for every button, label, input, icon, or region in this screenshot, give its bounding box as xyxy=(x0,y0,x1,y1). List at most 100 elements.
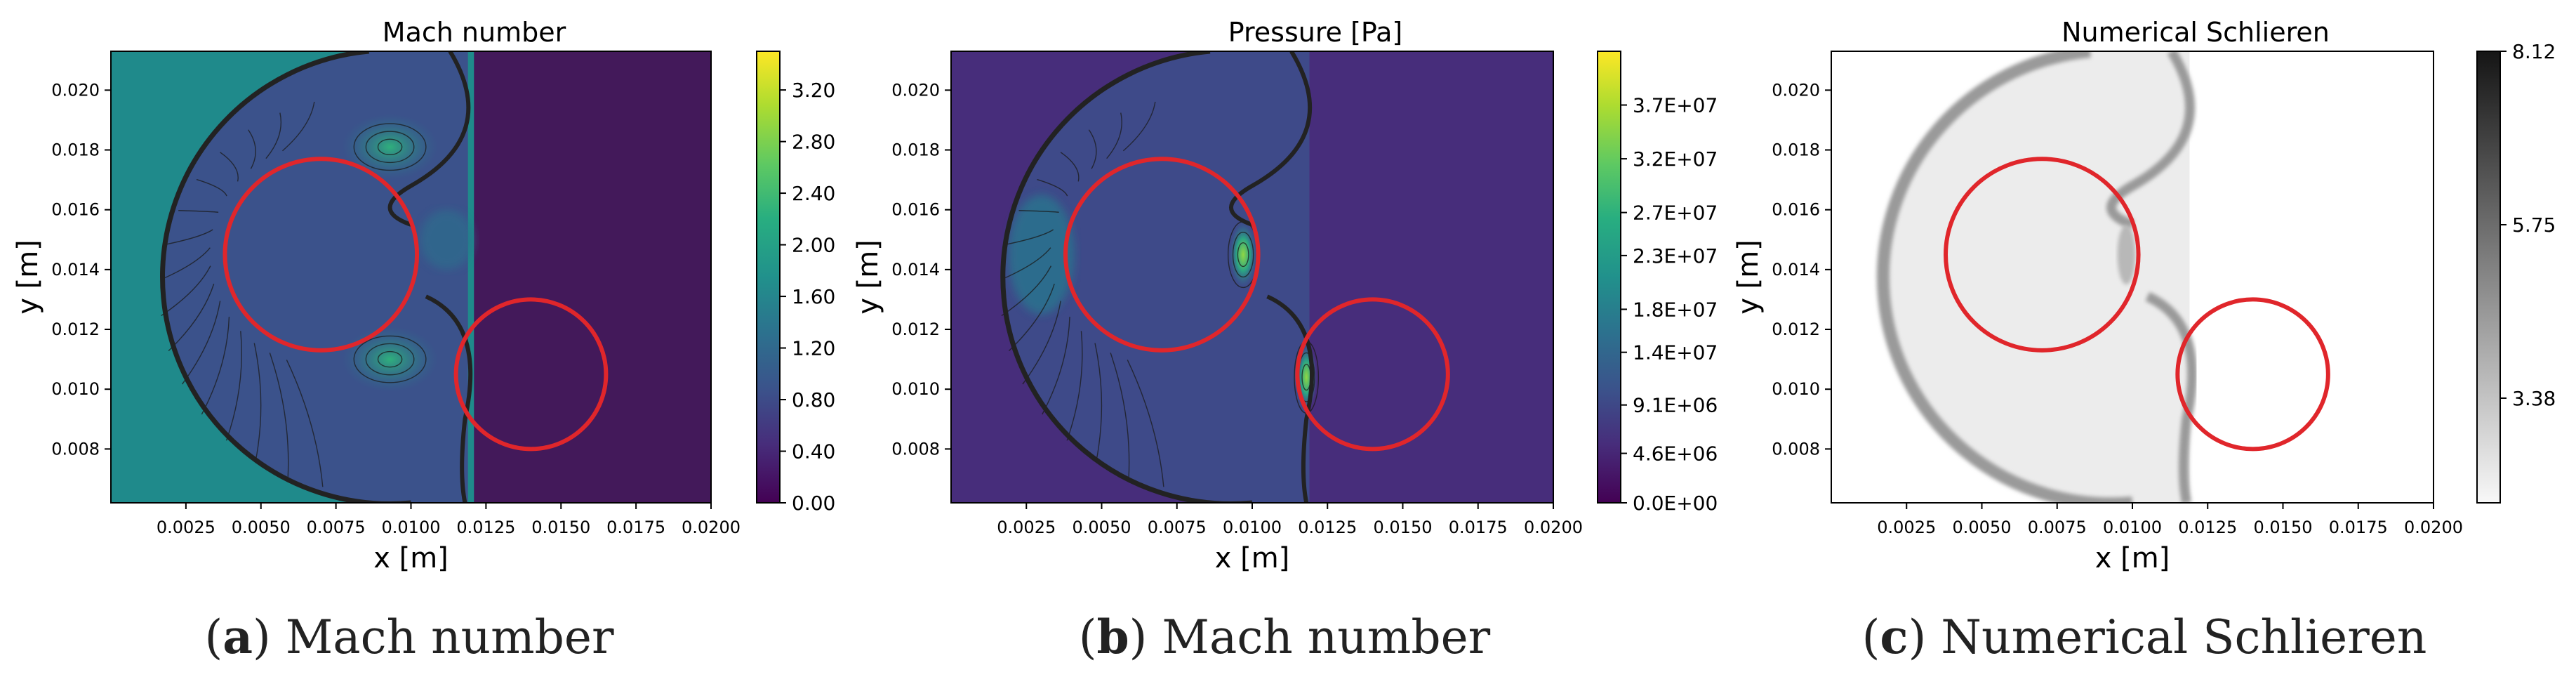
colorbar-tick-label: 1.4E+07 xyxy=(1633,341,1718,364)
transmitted-shock xyxy=(425,294,473,503)
x-tick-label: 0.0175 xyxy=(1449,518,1508,537)
x-tick-label: 0.0125 xyxy=(1298,518,1357,537)
shocked-region xyxy=(1883,51,2190,503)
colorbar-tick-label: 2.3E+07 xyxy=(1633,244,1718,268)
x-axis-label: x [m] xyxy=(373,542,449,574)
x-tick-label: 0.0200 xyxy=(682,518,741,537)
y-tick-label: 0.008 xyxy=(891,439,940,459)
x-tick-label: 0.0100 xyxy=(2103,518,2162,537)
y-tick-label: 0.012 xyxy=(1772,320,1820,339)
colorbar-tick-label: 3.2E+07 xyxy=(1633,147,1718,171)
y-tick-label: 0.020 xyxy=(891,80,940,100)
x-tick-label: 0.0025 xyxy=(997,518,1056,537)
reflected-shock xyxy=(2106,51,2196,230)
colorbar-tick-label: 0.0E+00 xyxy=(1633,492,1718,515)
x-tick-label: 0.0050 xyxy=(232,518,291,537)
field-2 xyxy=(951,51,1553,503)
x-tick-label: 0.0150 xyxy=(1374,518,1433,537)
reflected-shock xyxy=(387,51,471,227)
colorbar-tick-label: 0.80 xyxy=(792,388,835,412)
x-tick-label: 0.0175 xyxy=(606,518,665,537)
y-tick-label: 0.010 xyxy=(1772,379,1820,399)
cylinder-outline-2 xyxy=(453,297,609,452)
expansion-lobe-upper xyxy=(342,114,438,180)
y-tick-label: 0.020 xyxy=(1772,80,1820,100)
y-tick-label: 0.008 xyxy=(1772,439,1820,459)
y-tick-label: 0.016 xyxy=(891,200,940,220)
y-tick-label: 0.010 xyxy=(891,379,940,399)
x-tick-label: 0.0175 xyxy=(2329,518,2388,537)
colorbar-tick-label: 1.20 xyxy=(792,337,835,360)
reflected-shock xyxy=(1229,51,1313,227)
cylinder-outline-2 xyxy=(2175,297,2330,452)
x-tick-label: 0.0075 xyxy=(2028,518,2087,537)
y-tick-label: 0.016 xyxy=(1772,200,1820,220)
colorbar-bar xyxy=(756,51,781,504)
stagnation-cylinder-1 xyxy=(1229,221,1257,288)
panel-caption: (a) Mach number xyxy=(204,610,614,664)
caption-letter: c xyxy=(1880,610,1908,664)
colorbar-bar xyxy=(2476,51,2501,504)
y-axis-label: y [m] xyxy=(852,239,884,315)
colorbar-tick-label: 2.00 xyxy=(792,234,835,257)
y-tick-label: 0.008 xyxy=(51,439,100,459)
y-tick-label: 0.012 xyxy=(51,320,100,339)
panel-caption: (b) Mach number xyxy=(1079,610,1491,664)
chart-title: Pressure [Pa] xyxy=(1228,17,1402,48)
colorbar-3: 3.38 5.75 8.12 xyxy=(2476,40,2556,504)
y-axis-label: y [m] xyxy=(12,239,44,315)
colorbar-tick-label: 3.20 xyxy=(792,79,835,102)
caption-letter: a xyxy=(223,610,253,664)
chart-title: Mach number xyxy=(383,17,566,48)
colorbar-tick-label: 2.7E+07 xyxy=(1633,202,1718,225)
cylinder-outline-1 xyxy=(1063,157,1261,353)
x-tick-label: 0.0125 xyxy=(2178,518,2237,537)
colorbar-tick-label: 4.6E+06 xyxy=(1633,442,1718,466)
x-axis-label: x [m] xyxy=(2095,542,2170,574)
x-axis-label: x [m] xyxy=(1215,542,1290,574)
y-axis-label: y [m] xyxy=(1732,239,1765,315)
colorbar-tick-label: 8.12 xyxy=(2512,40,2556,63)
y-tick-label: 0.018 xyxy=(51,140,100,160)
field-3 xyxy=(1831,51,2434,503)
stagnation-left xyxy=(1008,195,1075,315)
y-tick-label: 0.020 xyxy=(51,80,100,100)
colorbar-tick-label: 0.00 xyxy=(792,492,835,515)
cylinder-outline-2 xyxy=(1295,297,1450,452)
colorbar-tick-label: 2.80 xyxy=(792,131,835,154)
x-tick-label: 0.0100 xyxy=(382,518,441,537)
cylinder-outline-1 xyxy=(223,157,420,353)
y-tick-label: 0.014 xyxy=(51,260,100,279)
caption-letter: b xyxy=(1097,610,1129,664)
field-1 xyxy=(111,51,711,503)
colorbar-bar xyxy=(1597,51,1621,504)
contour-lines xyxy=(1000,101,1320,487)
bow-shock xyxy=(1000,51,1252,503)
y-tick-label: 0.010 xyxy=(51,379,100,399)
colorbar-tick-label: 3.38 xyxy=(2512,387,2556,410)
transmitted-shock xyxy=(1266,294,1314,503)
panel-2: 0.0025 0.0050 0.0075 0.0100 0.0125 0.0150 0.01… xyxy=(852,17,1718,574)
chart-title: Numerical Schlieren xyxy=(2062,17,2330,48)
panel-1: 0.0025 0.0050 0.0075 0.0100 0.0125 0.0150 0.01… xyxy=(12,17,835,574)
bow-shock xyxy=(159,51,411,503)
y-tick-label: 0.014 xyxy=(891,260,940,279)
x-tick-label: 0.0200 xyxy=(2404,518,2463,537)
colorbar-1: 0.00 0.40 0.80 1.20 1.60 2.00 2.40 2.80 3.20 xyxy=(756,51,835,515)
expansion-lobe-lower xyxy=(342,326,438,393)
x-tick-label: 0.0075 xyxy=(1148,518,1207,537)
x-tick-label: 0.0050 xyxy=(1073,518,1131,537)
colorbar-tick-label: 9.1E+06 xyxy=(1633,394,1718,417)
bow-shock xyxy=(1876,51,2132,503)
x-tick-label: 0.0100 xyxy=(1223,518,1282,537)
y-tick-label: 0.018 xyxy=(891,140,940,160)
cylinder-outline-1 xyxy=(1944,157,2141,353)
y-tick-label: 0.014 xyxy=(1772,260,1820,279)
colorbar-tick-label: 1.8E+07 xyxy=(1633,298,1718,321)
colorbar-tick-label: 2.40 xyxy=(792,182,835,205)
colorbar-2: 0.0E+00 4.6E+06 9.1E+06 1.4E+07 1.8E+07 2.3E+… xyxy=(1597,51,1718,515)
x-tick-label: 0.0050 xyxy=(1953,518,2012,537)
y-tick-label: 0.012 xyxy=(891,320,940,339)
x-tick-label: 0.0150 xyxy=(531,518,590,537)
contour-lines xyxy=(160,101,427,487)
